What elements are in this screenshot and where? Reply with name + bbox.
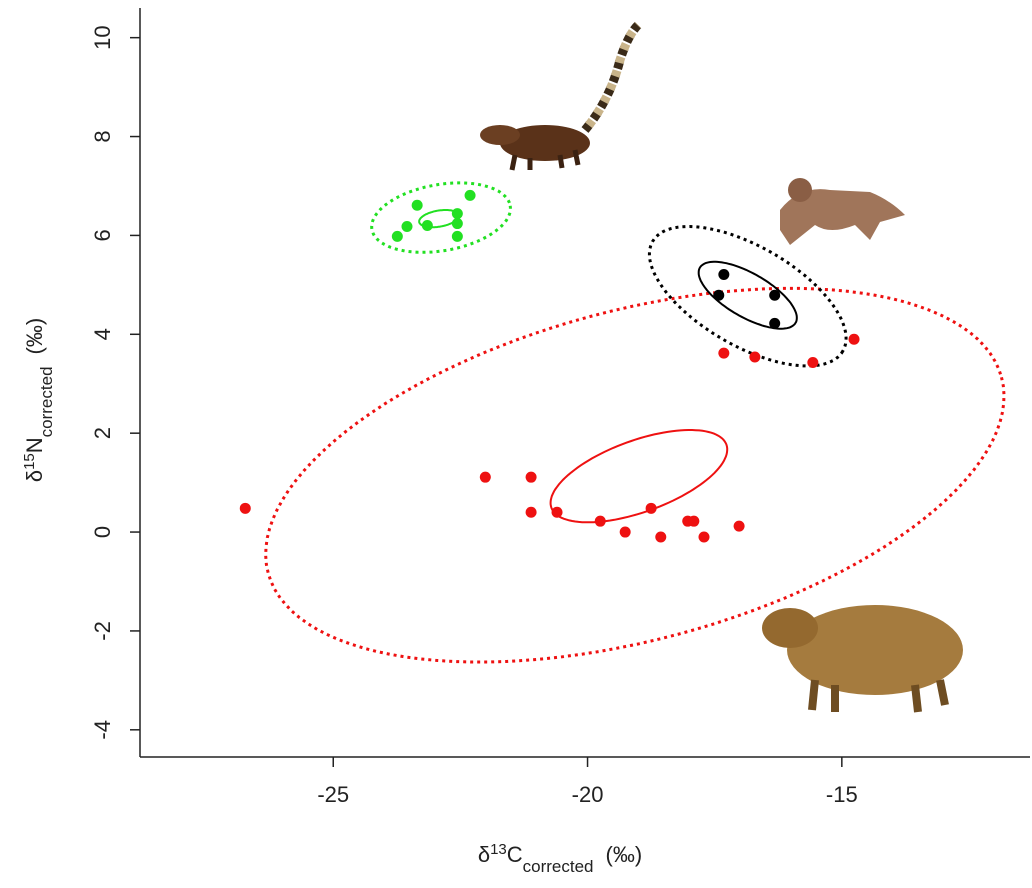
y-axis-label: δ15Ncorrected (‰) (21, 318, 56, 482)
y-tick-label: 6 (90, 229, 115, 241)
data-point (452, 231, 463, 242)
data-point (734, 521, 745, 532)
x-label-sup: 13 (490, 841, 507, 858)
data-point (849, 334, 860, 345)
data-point (526, 472, 537, 483)
y-label-prefix: δ (22, 470, 47, 482)
x-label-sub: corrected (523, 857, 594, 876)
y-tick-label: -2 (90, 621, 115, 641)
ellipse (372, 183, 511, 252)
x-tick-label: -15 (826, 782, 858, 807)
data-point (412, 200, 423, 211)
data-point (392, 231, 403, 242)
y-tick-label: 8 (90, 130, 115, 142)
y-tick-label: 2 (90, 427, 115, 439)
data-point (595, 516, 606, 527)
data-point (699, 531, 710, 542)
x-tick-label: -25 (317, 782, 349, 807)
y-label-sup: 15 (21, 453, 38, 470)
data-point (552, 507, 563, 518)
data-point (749, 352, 760, 363)
data-point (713, 290, 724, 301)
data-point (769, 318, 780, 329)
data-point (655, 531, 666, 542)
data-point (402, 221, 413, 232)
data-point (688, 516, 699, 527)
y-tick-label: 0 (90, 526, 115, 538)
data-point (480, 472, 491, 483)
ellipse (266, 288, 1004, 662)
data-point (646, 503, 657, 514)
data-point (452, 218, 463, 229)
data-point (807, 357, 818, 368)
animal-illustrations (480, 25, 963, 712)
x-label-unit: (‰) (606, 842, 643, 867)
data-point (718, 348, 729, 359)
y-tick-label: 4 (90, 328, 115, 340)
x-label-prefix: δ (478, 842, 490, 867)
y-label-sub: corrected (37, 366, 56, 437)
coati-illustration (480, 25, 638, 170)
data-point (422, 220, 433, 231)
x-axis-label: δ13Ccorrected (‰) (478, 841, 642, 876)
capybara-illustration (762, 605, 963, 712)
y-label-unit: (‰) (22, 318, 47, 355)
y-tick-label: 10 (90, 25, 115, 49)
y-tick-label: -4 (90, 720, 115, 740)
x-label-element: C (507, 842, 523, 867)
data-point (465, 190, 476, 201)
chart: -4-20246810-25-20-15 δ13Ccorrected(‰) δ1… (0, 0, 1032, 888)
data-point (769, 290, 780, 301)
data-point (240, 503, 251, 514)
bat-illustration (780, 178, 905, 245)
data-point (620, 527, 631, 538)
y-label-element: N (22, 437, 47, 453)
ellipse (551, 430, 728, 522)
data-point (718, 269, 729, 280)
x-tick-label: -20 (572, 782, 604, 807)
data-point (452, 208, 463, 219)
data-point (526, 507, 537, 518)
